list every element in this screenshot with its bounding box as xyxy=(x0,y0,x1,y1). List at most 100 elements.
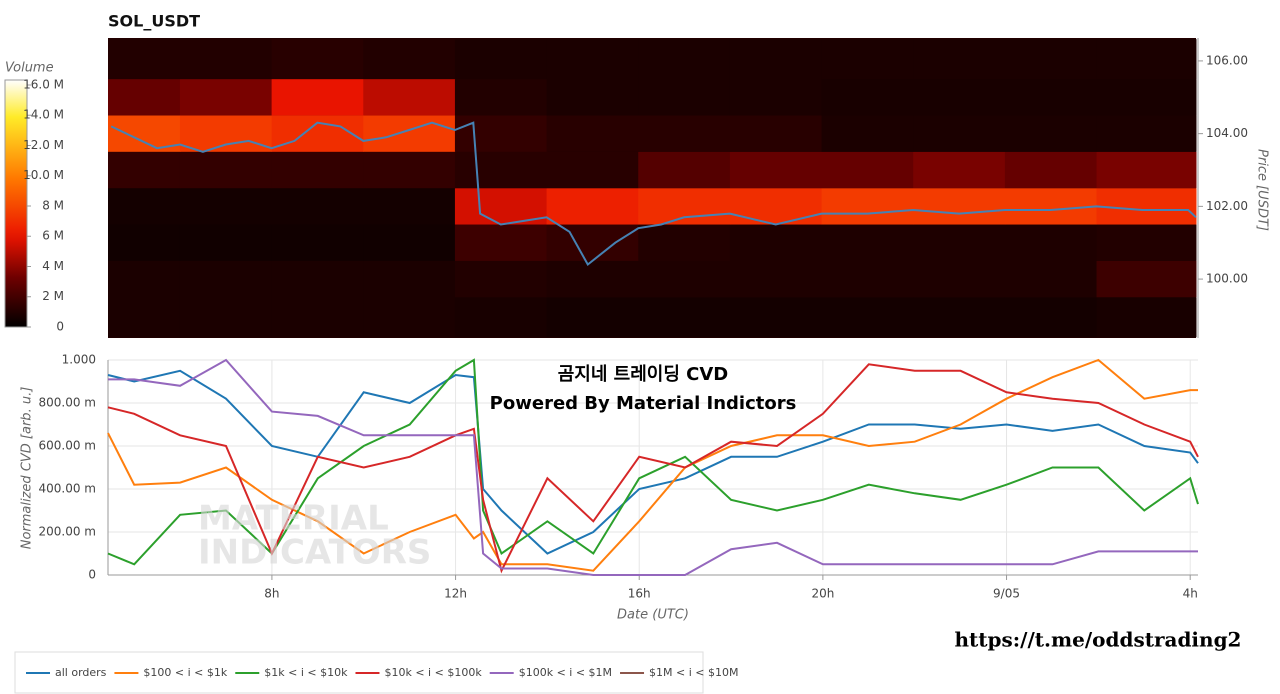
heatmap-cell xyxy=(729,115,823,152)
watermark: MATERIAL xyxy=(198,499,389,539)
colorbar-tick-label: 16.0 M xyxy=(23,77,64,91)
heatmap-cell xyxy=(913,224,1006,261)
heatmap-cell xyxy=(454,188,548,225)
colorbar-tick-label: 0 xyxy=(56,320,64,334)
heatmap-cell xyxy=(108,224,181,261)
heatmap-cell xyxy=(821,79,914,116)
heatmap-cell xyxy=(913,79,1006,116)
y-tick-label: 106.00 xyxy=(1206,53,1248,67)
heatmap-cell xyxy=(638,260,731,298)
series-line xyxy=(107,363,1199,574)
heatmap-cell xyxy=(271,188,364,225)
heatmap-cell xyxy=(179,151,273,189)
watermark: INDICATORS xyxy=(198,533,431,573)
heatmap-cell xyxy=(821,260,914,298)
x-tick-label: 16h xyxy=(628,587,651,601)
series-line xyxy=(108,358,1198,576)
x-tick-label: 12h xyxy=(444,587,467,601)
heatmap-cell xyxy=(363,79,456,116)
x-tick-label: 8h xyxy=(264,587,279,601)
heatmap-cell xyxy=(1004,188,1098,225)
heatmap-cell xyxy=(1096,297,1197,338)
y-axis-label: Normalized CVD [arb. u.] xyxy=(20,387,35,550)
heatmap-cell xyxy=(1096,115,1197,152)
colorbar-tick-label: 12.0 M xyxy=(23,138,64,152)
colorbar-tick-label: 10.0 M xyxy=(23,168,64,182)
heatmap-cell xyxy=(1096,224,1197,261)
heatmap-cell xyxy=(729,260,823,298)
heatmap-cell xyxy=(638,115,731,152)
heatmap-cell xyxy=(454,260,548,298)
x-tick-label: 9/05 xyxy=(993,587,1020,601)
y-tick-label: 0 xyxy=(88,568,96,582)
y-tick-label: 104.00 xyxy=(1206,126,1248,140)
heatmap-cell xyxy=(638,79,731,116)
heatmap-cell xyxy=(108,188,181,225)
heatmap-cell xyxy=(729,39,823,80)
y-tick-label: 600.00 m xyxy=(39,439,97,453)
heatmap-cell xyxy=(363,188,456,225)
chart-title: SOL_USDT xyxy=(108,12,200,31)
heatmap-cell xyxy=(179,224,273,261)
x-tick-label: 20h xyxy=(811,587,834,601)
series-line xyxy=(107,369,1199,555)
heatmap-cell xyxy=(271,260,364,298)
y-tick-label: 102.00 xyxy=(1206,199,1248,213)
heatmap-cell xyxy=(1004,39,1098,80)
legend-label: $1k < i < $10k xyxy=(264,666,348,679)
heatmap-cell xyxy=(179,79,273,116)
heatmap-cell xyxy=(546,188,639,225)
heatmap-cell xyxy=(179,260,273,298)
y-tick-label: 100.00 xyxy=(1206,272,1248,286)
heatmap-cell xyxy=(108,151,181,189)
y-tick-label: 400.00 m xyxy=(39,482,97,496)
heatmap-cell xyxy=(363,297,456,338)
colorbar-title: Volume xyxy=(5,61,54,76)
heatmap-cell xyxy=(913,297,1006,338)
heatmap-cell xyxy=(454,151,548,189)
heatmap-cell xyxy=(1096,79,1197,116)
x-tick-label: 4h xyxy=(1183,587,1198,601)
heatmap-cell xyxy=(179,115,273,152)
heatmap-cell xyxy=(1004,260,1098,298)
y-tick-label: 1.000 xyxy=(62,353,96,367)
heatmap-cell xyxy=(638,151,731,189)
heatmap-cell xyxy=(179,297,273,338)
heatmap-cell xyxy=(271,115,364,152)
y-axis-label: Price [USDT] xyxy=(1255,149,1270,231)
legend-label: $100k < i < $1M xyxy=(519,666,612,679)
heatmap-cell xyxy=(271,39,364,80)
y-tick-label: 200.00 m xyxy=(39,525,97,539)
heatmap-cell xyxy=(363,115,456,152)
heatmap-cell xyxy=(271,297,364,338)
legend-label: $10k < i < $100k xyxy=(384,666,482,679)
heatmap-cell xyxy=(821,188,914,225)
y-tick-label: 800.00 m xyxy=(39,396,97,410)
heatmap-cell xyxy=(108,260,181,298)
colorbar-tick-label: 8 M xyxy=(42,198,64,212)
heatmap-cell xyxy=(108,79,181,116)
link: https://t.me/oddstrading2 xyxy=(955,628,1242,652)
heatmap-cell xyxy=(546,260,639,298)
heatmap-cell xyxy=(454,224,548,261)
heatmap-cell xyxy=(821,39,914,80)
series-line xyxy=(107,358,1198,572)
heatmap-cell xyxy=(546,297,639,338)
heatmap-cell xyxy=(913,115,1006,152)
heatmap-cell xyxy=(913,39,1006,80)
annotation: Powered By Material Indictors xyxy=(490,393,797,414)
heatmap-cell xyxy=(638,188,731,225)
heatmap-cell xyxy=(1096,151,1197,189)
heatmap-cell xyxy=(179,188,273,225)
legend-label: all orders xyxy=(55,666,107,679)
heatmap-cell xyxy=(454,115,548,152)
heatmap-cell xyxy=(1096,188,1197,225)
heatmap-cell xyxy=(821,224,914,261)
heatmap-cell xyxy=(729,224,823,261)
heatmap-cell xyxy=(1004,224,1098,261)
price-line xyxy=(110,121,1197,267)
legend-label: $100 < i < $1k xyxy=(143,666,227,679)
heatmap-cell xyxy=(271,224,364,261)
heatmap-cell xyxy=(1004,151,1098,189)
heatmap-cell xyxy=(638,224,731,261)
